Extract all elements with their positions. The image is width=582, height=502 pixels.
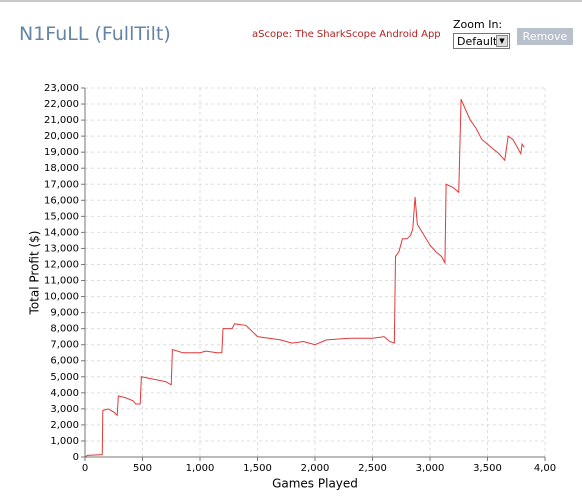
y-tick-label: 7,000 xyxy=(50,340,79,351)
y-tick-label: 1,000 xyxy=(50,436,79,447)
y-tick-label: 18,000 xyxy=(44,163,79,174)
top-bar xyxy=(0,0,582,2)
y-tick-label: 20,000 xyxy=(44,131,79,142)
profit-line xyxy=(84,99,525,458)
y-axis-label: Total Profit ($) xyxy=(28,231,42,316)
zoom-label: Zoom In: xyxy=(453,18,503,31)
y-tick-label: 13,000 xyxy=(44,243,79,254)
y-tick-label: 6,000 xyxy=(50,356,79,367)
x-tick-label: 1,000 xyxy=(186,463,215,474)
y-tick-label: 16,000 xyxy=(44,195,79,206)
y-tick-label: 5,000 xyxy=(50,372,79,383)
y-tick-label: 22,000 xyxy=(44,99,79,110)
y-tick-label: 2,000 xyxy=(50,420,79,431)
x-tick-label: 3,000 xyxy=(416,463,445,474)
y-tick-label: 15,000 xyxy=(44,211,79,222)
y-tick-label: 10,000 xyxy=(44,292,79,303)
y-tick-label: 17,000 xyxy=(44,179,79,190)
y-tick-label: 3,000 xyxy=(50,404,79,415)
x-tick-label: 4,00 xyxy=(534,463,556,474)
app-link[interactable]: aScope: The SharkScope Android App xyxy=(252,29,441,40)
x-tick-label: 2,500 xyxy=(358,463,387,474)
y-tick-label: 21,000 xyxy=(44,115,79,126)
y-tick-label: 0 xyxy=(73,452,79,463)
x-tick-label: 1,500 xyxy=(243,463,272,474)
zoom-value: Default xyxy=(457,35,498,48)
x-axis-label: Games Played xyxy=(272,477,358,491)
y-tick-label: 4,000 xyxy=(50,388,79,399)
x-tick-label: 500 xyxy=(133,463,152,474)
y-tick-label: 12,000 xyxy=(44,259,79,270)
y-tick-label: 23,000 xyxy=(44,83,79,94)
x-tick-label: 2,000 xyxy=(301,463,330,474)
y-tick-label: 14,000 xyxy=(44,227,79,238)
zoom-select[interactable]: Default ▼ xyxy=(453,33,510,49)
y-tick-label: 9,000 xyxy=(50,308,79,319)
page-title: N1FuLL (FullTilt) xyxy=(19,23,171,45)
x-tick-label: 3,500 xyxy=(473,463,502,474)
dropdown-arrow: ▼ xyxy=(496,35,508,47)
y-tick-label: 11,000 xyxy=(44,276,79,287)
y-tick-label: 19,000 xyxy=(44,147,79,158)
remove-button[interactable]: Remove xyxy=(517,28,573,45)
y-tick-label: 8,000 xyxy=(50,324,79,335)
x-tick-label: 0 xyxy=(82,463,88,474)
